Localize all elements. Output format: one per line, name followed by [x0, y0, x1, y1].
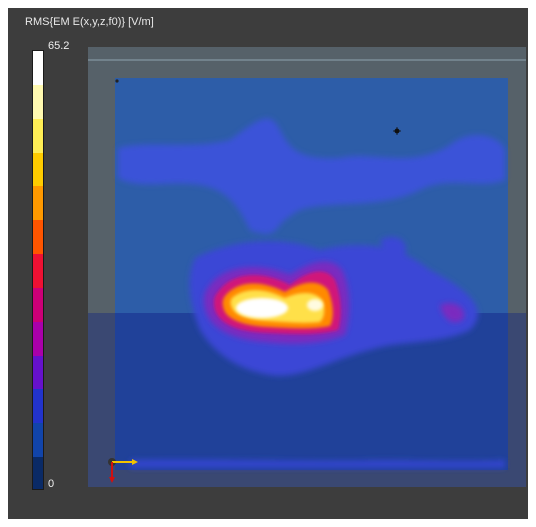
field-hotspot [236, 298, 323, 318]
colorbar [32, 50, 44, 490]
corner-marker [115, 79, 119, 83]
colorbar-segment [33, 389, 43, 424]
colorbar-segment [33, 152, 43, 187]
colorbar-segment [33, 423, 43, 458]
colorbar-min-label: 0 [48, 478, 55, 490]
colorbar-segment [33, 186, 43, 221]
colorbar-segment [33, 287, 43, 322]
colorbar-segment [33, 254, 43, 288]
axes-triad-icon [108, 458, 138, 483]
colorbar-segment [33, 118, 43, 153]
colorbar-segment [33, 321, 43, 356]
probe-marker-icon[interactable] [393, 127, 401, 135]
colorbar-segment [33, 84, 43, 119]
colorbar-max-label: 65.2 [48, 40, 70, 52]
colorbar-segment [33, 220, 43, 255]
colorbar-segment [33, 51, 43, 85]
colorbar-title: RMS{EM E(x,y,z,f0)} [V/m] [25, 16, 154, 28]
colorbar-segment [33, 457, 43, 489]
colorbar-segment [33, 355, 43, 390]
